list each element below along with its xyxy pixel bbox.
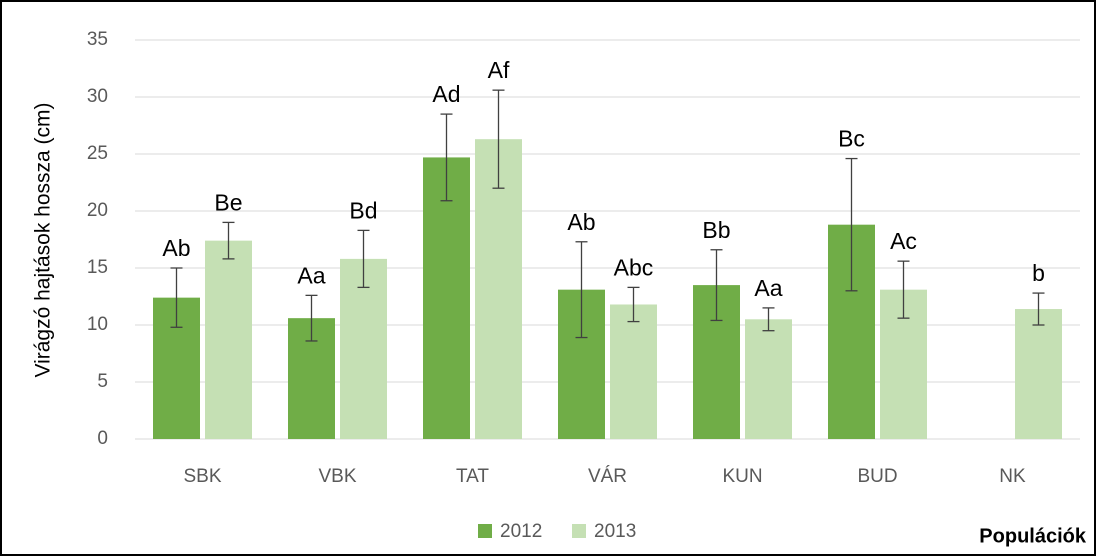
data-label: Ab <box>162 235 190 261</box>
data-label: Aa <box>297 262 325 288</box>
data-label: Bb <box>702 217 730 243</box>
bar <box>340 258 387 439</box>
legend-swatch <box>478 524 492 538</box>
bar <box>610 304 657 439</box>
bar <box>423 157 470 440</box>
bar <box>475 139 522 439</box>
y-tick-label: 0 <box>97 428 108 449</box>
x-tick-label: SBK <box>183 466 221 487</box>
y-tick-label: 20 <box>87 200 108 221</box>
legend-label: 2013 <box>594 521 636 542</box>
data-label: b <box>1032 260 1045 286</box>
data-label: Ac <box>890 228 917 254</box>
legend-label: 2012 <box>500 521 542 542</box>
x-tick-label: NK <box>999 466 1026 487</box>
x-tick-label: VÁR <box>588 466 627 487</box>
legend-swatch <box>572 524 586 538</box>
bar <box>1015 309 1062 439</box>
data-label: Aa <box>754 275 782 301</box>
y-tick-label: 35 <box>87 29 108 50</box>
y-tick-label: 25 <box>87 143 108 164</box>
x-tick-label: TAT <box>456 466 489 487</box>
data-label: Be <box>214 189 242 215</box>
data-label: Af <box>488 57 510 83</box>
x-tick-label: VBK <box>318 466 356 487</box>
y-tick-label: 5 <box>97 371 108 392</box>
x-tick-label: BUD <box>857 466 897 487</box>
bar <box>745 319 792 439</box>
y-axis-label: Virágzó hajtások hossza (cm) <box>32 102 55 377</box>
data-label: Abc <box>614 254 654 280</box>
x-axis-label: Populációk <box>979 525 1087 547</box>
bar <box>205 240 252 439</box>
data-label: Bd <box>349 197 377 223</box>
data-label: Ab <box>567 209 595 235</box>
data-label: Bc <box>838 126 865 152</box>
y-tick-label: 15 <box>87 257 108 278</box>
data-label: Ad <box>432 81 460 107</box>
y-tick-label: 30 <box>87 86 108 107</box>
y-tick-label: 10 <box>87 314 108 335</box>
x-tick-label: KUN <box>722 466 762 487</box>
